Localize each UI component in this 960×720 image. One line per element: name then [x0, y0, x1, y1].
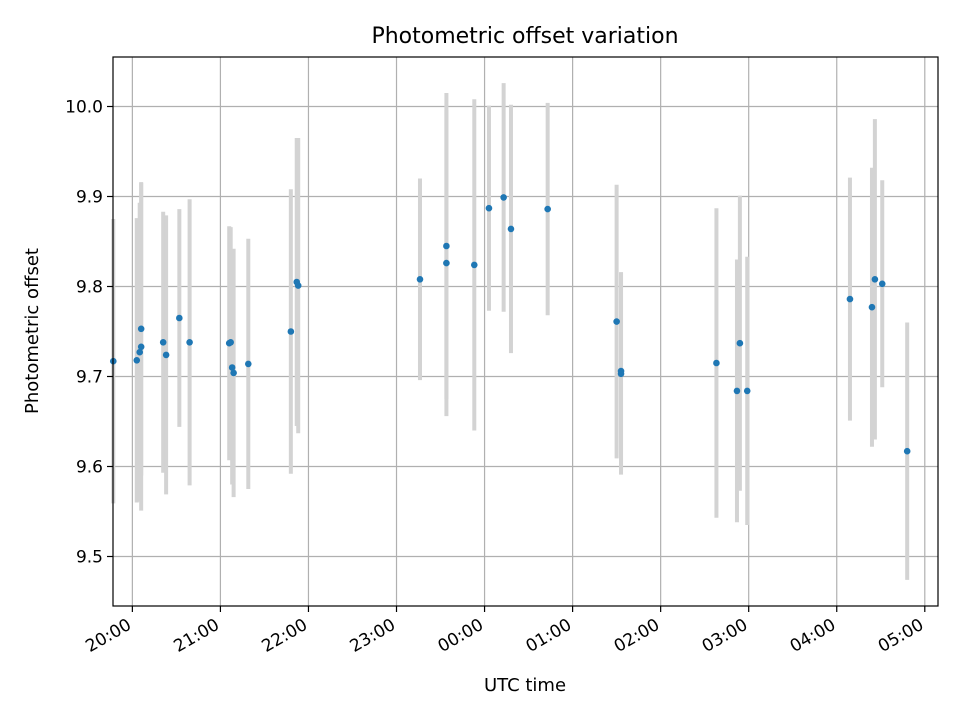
data-point: [159, 339, 167, 346]
y-axis: 9.5 9.6 9.7 9.8 9.9 10.0: [65, 98, 113, 568]
x-axis-label: UTC time: [484, 675, 566, 696]
y-tick-label: 9.5: [76, 548, 103, 568]
data-point: [743, 387, 751, 395]
y-tick-label: 9.8: [76, 278, 103, 298]
data-point: [500, 194, 507, 201]
data-point: [162, 351, 170, 359]
data-point: [846, 295, 854, 303]
data-point: [470, 261, 478, 269]
plot-frame: [112, 56, 939, 607]
data-point: [137, 343, 145, 351]
data-point: [244, 360, 252, 368]
data-point: [136, 348, 144, 356]
y-tick-label: 9.7: [76, 368, 103, 388]
data-point: [736, 339, 744, 347]
data-point: [617, 370, 625, 378]
chart-title: Photometric offset variation: [371, 24, 678, 49]
data-point: [485, 204, 493, 212]
data-point: [713, 359, 720, 367]
data-point: [443, 259, 450, 267]
data-point: [294, 282, 302, 289]
data-points: [109, 194, 911, 455]
data-point: [416, 276, 424, 283]
y-tick-label: 9.6: [76, 458, 103, 478]
data-point: [868, 303, 876, 311]
data-point: [507, 225, 515, 233]
grid: [113, 57, 938, 606]
data-point: [733, 387, 741, 395]
data-point: [544, 205, 551, 213]
data-point: [186, 339, 193, 346]
data-point: [613, 318, 620, 325]
data-point: [133, 357, 141, 364]
data-point: [137, 325, 145, 333]
data-point: [230, 369, 237, 377]
data-point: [903, 447, 911, 455]
data-point: [227, 339, 234, 346]
data-point: [871, 276, 879, 283]
y-axis-label: Photometric offset: [22, 248, 43, 414]
data-point: [176, 314, 183, 322]
y-tick-label: 10.0: [65, 98, 103, 118]
data-point: [878, 280, 886, 288]
y-tick-label: 9.9: [76, 188, 103, 208]
data-point: [228, 364, 236, 371]
data-point: [287, 328, 295, 335]
data-point: [443, 242, 450, 250]
